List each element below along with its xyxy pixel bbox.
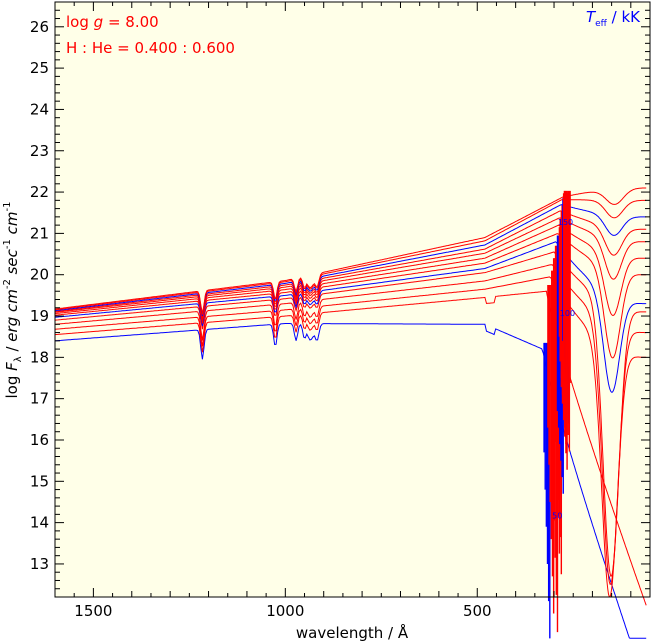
series-layer (54, 187, 647, 639)
x-tick-label: 500 (463, 602, 492, 620)
y-tick-label: 24 (30, 100, 49, 118)
y-tick-label: 26 (30, 18, 49, 36)
series-130kk (54, 217, 647, 319)
curve-label-layer: 150 100 50 (552, 218, 575, 520)
y-tick-label: 15 (30, 472, 49, 490)
y-tick-label: 18 (30, 348, 49, 366)
y-tick-label: 25 (30, 59, 49, 77)
series-120kk (54, 224, 647, 321)
curve-label-50: 50 (552, 511, 562, 520)
series-150kk (54, 204, 647, 316)
y-tick-label: 23 (30, 142, 49, 160)
series-90kk (54, 251, 647, 577)
y-tick-label: 14 (30, 514, 49, 532)
series-170kk (54, 187, 647, 314)
series-160kk (54, 199, 647, 315)
y-tick-label: 22 (30, 183, 49, 201)
logg-annotation: log g = 8.00 (66, 13, 159, 31)
series-80kk (54, 264, 647, 585)
series-100kk (54, 241, 647, 393)
curve-label-150: 150 (558, 218, 573, 227)
series-110kk (54, 233, 647, 359)
y-tick-label: 20 (30, 266, 49, 284)
series-70kk (54, 276, 647, 598)
series-50kk (54, 323, 647, 639)
series-60kk (54, 290, 647, 606)
x-axis-title: wavelength / Å (296, 623, 409, 642)
abundance-annotation: H : He = 0.400 : 0.600 (66, 39, 235, 57)
teff-legend: Teff / kK (586, 8, 641, 29)
y-tick-label: 21 (30, 224, 49, 242)
x-tick-label: 1000 (266, 602, 304, 620)
series-140kk (54, 210, 647, 318)
curve-label-100: 100 (560, 309, 575, 318)
x-tick-label: 1500 (74, 602, 112, 620)
tick-layer: 13 14 15 16 17 18 19 20 21 22 23 24 25 26 1500 1000 500 (30, 1, 650, 620)
y-tick-label: 16 (30, 431, 49, 449)
y-tick-label: 19 (30, 307, 49, 325)
y-tick-label: 17 (30, 390, 49, 408)
y-axis-title: log Fλ / erg cm-2 sec-1 cm-1 (2, 202, 24, 399)
y-tick-label: 13 (30, 555, 49, 573)
